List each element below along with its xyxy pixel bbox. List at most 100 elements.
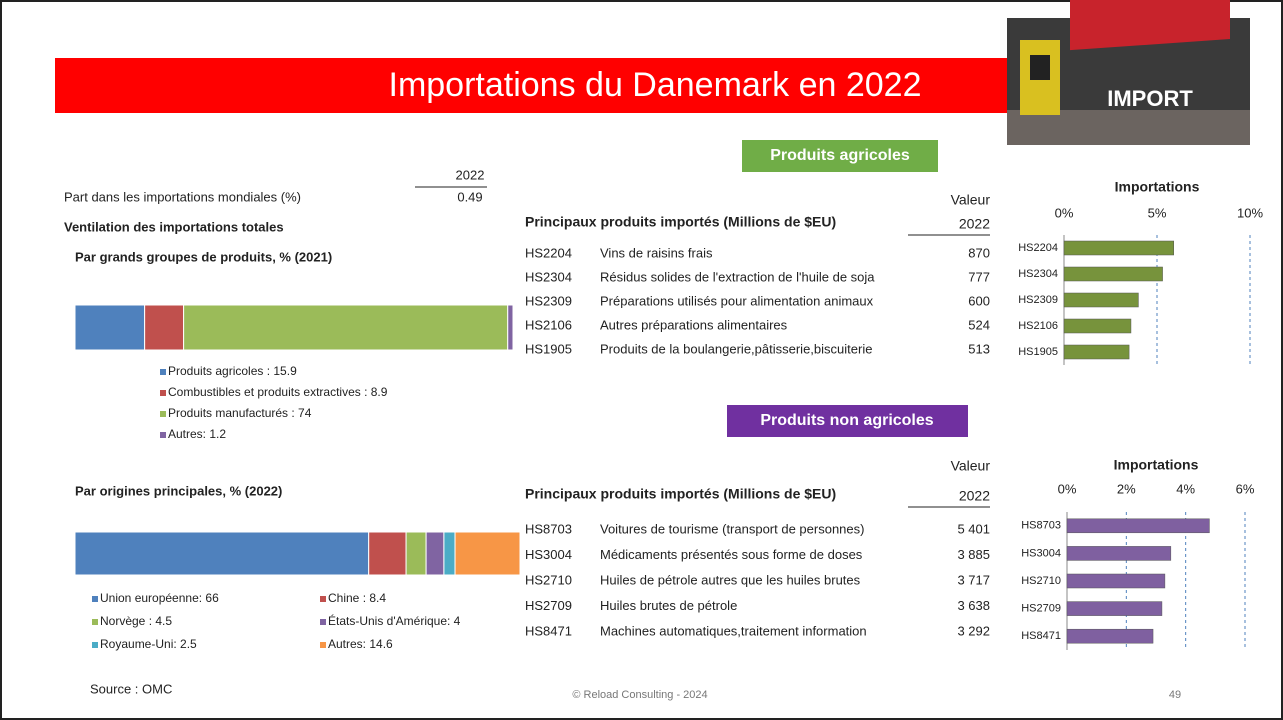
bar — [1067, 629, 1153, 643]
import-image: IMPORT — [1007, 0, 1250, 145]
value: 600 — [968, 293, 990, 308]
hs-code: HS2204 — [525, 245, 572, 260]
value: 524 — [968, 317, 990, 332]
chart-title: Importations — [1114, 457, 1199, 473]
hs-code: HS8703 — [525, 521, 572, 536]
legend-swatch — [160, 411, 166, 417]
value: 870 — [968, 245, 990, 260]
product: Préparations utilisés pour alimentation … — [600, 293, 874, 308]
section-title: Ventilation des importations totales — [64, 219, 284, 234]
bar-segment — [426, 532, 444, 575]
legend-swatch — [320, 596, 326, 602]
source: Source : OMC — [90, 681, 172, 696]
bar-segment — [406, 532, 426, 575]
legend-swatch — [160, 390, 166, 396]
y-tick-label: HS8703 — [1021, 520, 1061, 532]
page-number: 49 — [1169, 689, 1181, 701]
product: Vins de raisins frais — [600, 245, 713, 260]
y-tick-label: HS2710 — [1021, 575, 1061, 587]
bar — [1067, 574, 1165, 588]
y-tick-label: HS3004 — [1021, 547, 1061, 559]
slide: Importations du Danemark en 2022 IMPORT … — [0, 0, 1283, 720]
summary-year: 2022 — [456, 167, 485, 182]
hs-code: HS8471 — [525, 623, 572, 638]
value: 777 — [968, 269, 990, 284]
value: 3 638 — [957, 598, 990, 613]
legend-swatch — [320, 642, 326, 648]
hs-code: HS2709 — [525, 598, 572, 613]
value: 3 885 — [957, 547, 990, 562]
bar-segment — [369, 532, 406, 575]
x-tick-label: 6% — [1236, 481, 1255, 496]
column-header: 2022 — [959, 488, 990, 504]
legend-label: Produits manufacturés : 74 — [168, 406, 312, 420]
legend-label: Union européenne: 66 — [100, 591, 219, 605]
value: 513 — [968, 341, 990, 356]
legend-label: Royaume-Uni: 2.5 — [100, 637, 197, 651]
product: Huiles de pétrole autres que les huiles … — [600, 572, 861, 587]
x-tick-label: 0% — [1058, 481, 1077, 496]
product: Huiles brutes de pétrole — [600, 598, 737, 613]
bar-segment — [145, 305, 184, 350]
table-title: Principaux produits importés (Millions d… — [525, 214, 836, 230]
hs-code: HS3004 — [525, 547, 572, 562]
product: Autres préparations alimentaires — [600, 317, 788, 332]
legend-swatch — [160, 369, 166, 375]
bar-segment — [75, 305, 145, 350]
legend-swatch — [320, 619, 326, 625]
y-tick-label: HS8471 — [1021, 630, 1061, 642]
legend-swatch — [92, 642, 98, 648]
bar — [1064, 267, 1163, 281]
chart-title: Par grands groupes de produits, % (2021) — [75, 249, 332, 264]
legend-label: Autres: 14.6 — [328, 637, 393, 651]
bar — [1067, 546, 1171, 560]
hs-code: HS2304 — [525, 269, 572, 284]
legend-label: États-Unis d'Amérique: 4 — [328, 613, 461, 628]
x-tick-label: 10% — [1237, 205, 1263, 220]
product: Voitures de tourisme (transport de perso… — [600, 521, 864, 536]
x-tick-label: 2% — [1117, 481, 1136, 496]
chart-title: Importations — [1115, 179, 1200, 195]
y-tick-label: HS2106 — [1018, 320, 1058, 332]
summary-value: 0.49 — [457, 189, 482, 204]
y-tick-label: HS1905 — [1018, 346, 1058, 358]
y-tick-label: HS2204 — [1018, 242, 1058, 254]
legend-label: Chine : 8.4 — [328, 591, 386, 605]
table-title: Principaux produits importés (Millions d… — [525, 486, 836, 502]
product: Résidus solides de l'extraction de l'hui… — [600, 269, 875, 284]
badge-label: Produits agricoles — [770, 147, 910, 164]
column-header: 2022 — [959, 216, 990, 232]
slide-title: Importations du Danemark en 2022 — [389, 66, 922, 104]
hs-code: HS2309 — [525, 293, 572, 308]
legend-label: Combustibles et produits extractives : 8… — [168, 385, 388, 399]
legend-swatch — [92, 619, 98, 625]
hs-code: HS1905 — [525, 341, 572, 356]
chart-title: Par origines principales, % (2022) — [75, 483, 282, 498]
x-tick-label: 4% — [1176, 481, 1195, 496]
legend-label: Produits agricoles : 15.9 — [168, 364, 297, 378]
legend-label: Autres: 1.2 — [168, 427, 226, 441]
bar-segment — [444, 532, 455, 575]
y-tick-label: HS2304 — [1018, 268, 1058, 280]
legend-swatch — [92, 596, 98, 602]
column-header: Valeur — [951, 458, 991, 474]
badge-label: Produits non agricoles — [760, 412, 933, 429]
bar — [1064, 241, 1174, 255]
copyright: © Reload Consulting - 2024 — [572, 689, 707, 701]
y-tick-label: HS2309 — [1018, 294, 1058, 306]
image-label: IMPORT — [1107, 86, 1193, 111]
product: Produits de la boulangerie,pâtisserie,bi… — [600, 341, 872, 356]
value: 3 717 — [957, 572, 990, 587]
bar-segment — [184, 305, 508, 350]
legend-label: Norvège : 4.5 — [100, 614, 172, 628]
column-header: Valeur — [951, 192, 991, 208]
bar-segment — [455, 532, 520, 575]
bar-segment — [75, 532, 369, 575]
bar — [1067, 519, 1209, 533]
product: Médicaments présentés sous forme de dose… — [600, 547, 863, 562]
y-tick-label: HS2709 — [1021, 603, 1061, 615]
value: 5 401 — [957, 521, 990, 536]
bar-segment — [508, 305, 513, 350]
legend-swatch — [160, 432, 166, 438]
page: Importations du Danemark en 2022 IMPORT … — [0, 0, 1283, 720]
